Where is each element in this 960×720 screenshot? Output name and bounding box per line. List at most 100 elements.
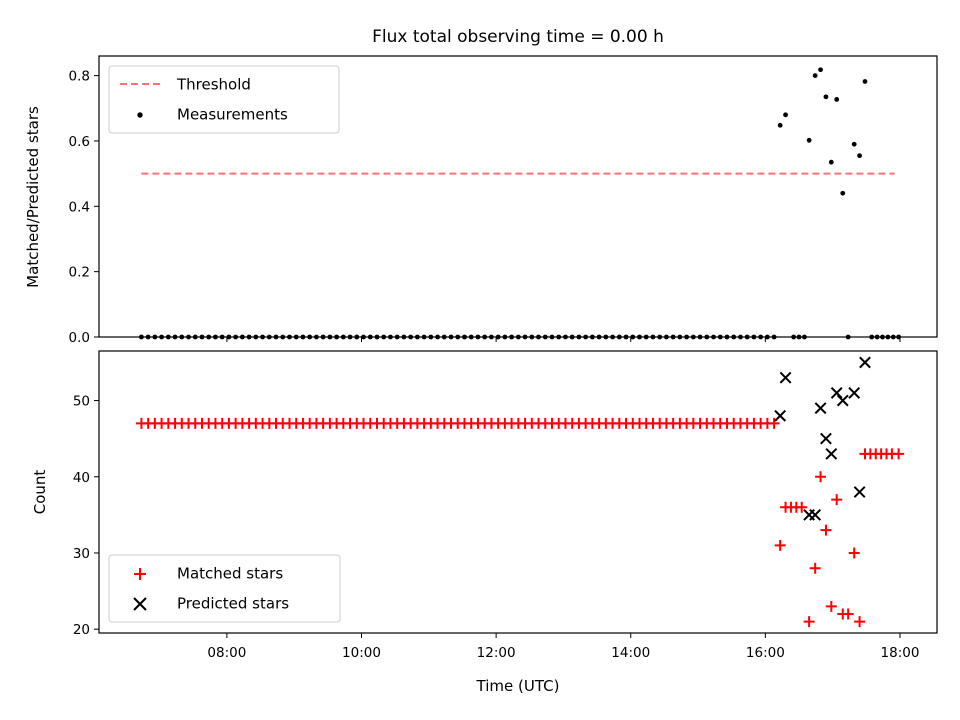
measurements-point [165, 334, 171, 340]
measurements-point [381, 334, 387, 340]
matched-stars-point [893, 448, 905, 460]
y-tick-label: 50 [73, 394, 90, 410]
measurements-point [462, 334, 467, 340]
measurements-point [650, 334, 656, 340]
measurements-point [347, 334, 353, 340]
measurements-point [186, 334, 191, 340]
measurements-point [724, 334, 730, 340]
measurements-point [179, 334, 185, 340]
matched-stars-point [815, 471, 827, 483]
measurements-point [226, 334, 232, 340]
measurements-point [791, 334, 797, 340]
measurements-point [610, 334, 615, 340]
measurements-point [314, 334, 319, 340]
measurements-point [529, 334, 535, 340]
measurements-point [320, 334, 326, 340]
measurements-legend-marker [137, 112, 143, 118]
measurements-point [260, 334, 265, 340]
measurements-point [253, 334, 259, 340]
measurements-point [806, 137, 812, 143]
measurements-point [213, 334, 218, 340]
predicted-stars-point [830, 387, 843, 399]
measurements-point [818, 67, 823, 73]
count-panel: Count Time (UTC) 08:00 10:00 12:00 14:00 16:… [31, 350, 938, 695]
measurements-point [475, 334, 481, 340]
measurements-point [896, 334, 902, 340]
measurements-point [697, 334, 703, 340]
matched-stars-point [848, 547, 860, 559]
measurements-point [145, 334, 151, 340]
measurements-point [239, 334, 245, 340]
measurements-point [266, 334, 272, 340]
measurements-point [515, 334, 521, 340]
measurements-point [307, 334, 313, 340]
predicted-stars-point [814, 402, 827, 415]
measurements-point [834, 97, 840, 102]
predicted-stars-legend-label: Predicted stars [177, 595, 289, 613]
measurements-point [280, 334, 286, 340]
measurements-point [293, 334, 299, 340]
matched-stars-point [842, 608, 854, 620]
measurements-point [556, 334, 562, 340]
predicted-stars-point [859, 356, 871, 369]
measurements-point [751, 334, 757, 340]
y-tick-label: 0.2 [69, 265, 90, 281]
measurements-point [495, 334, 501, 340]
measurements-point [717, 334, 723, 340]
measurements-point [563, 334, 568, 340]
measurements-point [327, 334, 333, 340]
x-tick-label: 18:00 [881, 645, 920, 661]
count-legend-box [108, 554, 341, 623]
measurements-point [159, 334, 164, 340]
matched-stars-point [774, 539, 786, 551]
measurements-point [273, 334, 279, 340]
measurements-point [890, 334, 896, 340]
y-tick-label: 0.6 [69, 134, 90, 150]
measurements-point [576, 334, 582, 340]
x-tick-label: 12:00 [477, 645, 516, 661]
measurements-point [388, 334, 393, 340]
measurements-point [731, 334, 737, 340]
ratio-panel: Matched/Predicted stars 0.00.20.40.60.8 … [24, 55, 938, 346]
measurements-point [489, 334, 494, 340]
measurements-point [219, 334, 225, 340]
predicted-stars-point [774, 409, 787, 422]
measurements-point [549, 334, 555, 340]
measurements-legend-label: Measurements [177, 106, 288, 124]
matched-stars-point [831, 494, 843, 506]
measurements-point [199, 334, 205, 340]
measurements-point [812, 73, 818, 79]
x-tick-label: 10:00 [342, 645, 381, 661]
measurements-point [711, 334, 716, 340]
measurements-point [542, 334, 548, 340]
measurements-point [670, 334, 676, 340]
measurements-point [758, 334, 764, 340]
predicted-stars-point [809, 508, 822, 521]
measurements-point [603, 334, 609, 340]
predicted-stars-point [836, 394, 849, 407]
measurements-point [408, 334, 414, 340]
measurements-point [851, 141, 857, 147]
matched-stars-legend-marker [134, 568, 146, 580]
measurements-point [152, 334, 158, 340]
measurements-point [455, 334, 461, 340]
measurements-point [172, 334, 178, 340]
x-tick-label: 16:00 [746, 645, 785, 661]
measurements-point [862, 79, 868, 84]
measurements-point [630, 334, 636, 340]
predicted-stars-point [853, 486, 866, 498]
measurements-point [300, 334, 306, 340]
measurements-point [401, 334, 407, 340]
measurements-point [828, 159, 834, 165]
measurements-point [233, 334, 239, 340]
y-tick-label: 40 [73, 470, 90, 486]
measurements-point [361, 334, 366, 340]
measurements-point [783, 112, 788, 118]
matched-stars-point [820, 524, 832, 536]
measurements-point [744, 334, 750, 340]
x-tick-label: 14:00 [611, 645, 650, 661]
measurements-point [482, 334, 488, 340]
y-tick-label: 0.0 [69, 330, 90, 346]
measurements-point [777, 122, 783, 128]
